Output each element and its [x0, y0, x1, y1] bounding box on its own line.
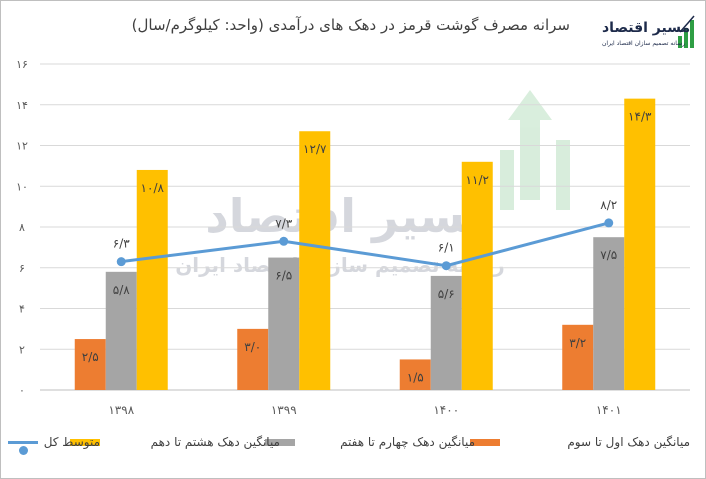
bar-value-label: ۷/۵	[600, 248, 617, 262]
data-labels: ۲/۵ ۳/۰ ۱/۵ ۳/۲ ۵/۸ ۶/۵ ۵/۶ ۷/۵ ۱۰/۸ ۱۲/۷ ۱۱/۲ ۱۴/۳…	[82, 110, 652, 385]
y-axis: ۰ ۲ ۴ ۶ ۸ ۱۰ ۱۲ ۱۴ ۱۶	[16, 58, 28, 397]
bar-low-deciles	[74, 339, 106, 390]
bar-value-label: ۲/۵	[82, 350, 99, 364]
bar-value-label: ۱۱/۲	[466, 173, 489, 187]
bar-value-label: ۱۰/۸	[141, 181, 165, 195]
legend-item-mid: میانگین دهک چهارم تا هفتم	[260, 432, 475, 452]
y-tick-label: ۶	[19, 262, 25, 275]
legend-label-high: میانگین دهک هشتم تا دهم	[150, 435, 280, 449]
y-tick-label: ۱۴	[16, 99, 28, 112]
average-value-label: ۶/۱	[438, 241, 455, 255]
y-tick-label: ۱۶	[16, 58, 28, 71]
logo-name: مسیر اقتصاد	[602, 20, 691, 36]
legend-marker-average	[19, 446, 28, 455]
bar-low-deciles	[237, 328, 269, 390]
average-line	[116, 218, 614, 271]
legend-swatch-mid	[265, 439, 295, 446]
average-value-label: ۶/۳	[113, 237, 130, 251]
legend-label-mid: میانگین دهک چهارم تا هفتم	[340, 435, 475, 449]
bars	[74, 98, 656, 391]
legend-label-low: میانگین دهک اول تا سوم	[567, 435, 690, 449]
legend-swatch-low	[470, 439, 500, 446]
average-point	[279, 236, 289, 246]
bar-value-label: ۵/۶	[438, 287, 455, 301]
watermark-text: مسیر اقتصاد	[205, 189, 495, 243]
y-tick-label: ۱۰	[16, 180, 28, 193]
chart-title: سرانه مصرف گوشت قرمز در دهک های درآمدی (…	[131, 16, 570, 34]
logo-tagline: رسانه تصمیم سازان اقتصاد ایران	[602, 40, 686, 47]
y-tick-label: ۸	[19, 221, 25, 234]
y-tick-label: ۰	[19, 384, 25, 397]
legend-item-high: میانگین دهک هشتم تا دهم	[70, 432, 280, 452]
bar-value-label: ۵/۸	[113, 283, 130, 297]
y-tick-label: ۴	[19, 303, 25, 316]
chart-plot: مسیر اقتصاد رسانه تصمیم سازان اقتصاد ایر…	[16, 58, 690, 417]
average-value-label: ۷/۳	[275, 216, 292, 230]
legend: میانگین دهک اول تا سوم میانگین دهک چهارم…	[8, 432, 690, 455]
bar-mid-deciles	[593, 237, 625, 390]
x-tick-label: ۱۴۰۰	[433, 403, 459, 417]
logo-bars-icon	[678, 15, 695, 48]
bar-low-deciles	[562, 324, 594, 390]
bar-high-deciles	[624, 98, 656, 390]
bar-low-deciles	[399, 359, 431, 390]
watermark-subtext: رسانه تصمیم سازان اقتصاد ایران	[175, 253, 505, 277]
average-point	[441, 261, 451, 271]
legend-item-average: متوسط کل	[0, 432, 100, 455]
bar-mid-deciles	[268, 257, 300, 390]
average-point	[116, 257, 126, 267]
bar-mid-deciles	[430, 275, 462, 390]
legend-swatch-high	[70, 439, 100, 446]
x-tick-label: ۱۳۹۹	[271, 403, 297, 417]
bar-value-label: ۶/۵	[275, 269, 292, 283]
bar-value-label: ۳/۰	[244, 340, 261, 354]
bar-high-deciles	[299, 131, 331, 391]
legend-item-low: میانگین دهک اول تا سوم	[470, 432, 690, 452]
brand-logo: مسیر اقتصاد رسانه تصمیم سازان اقتصاد ایر…	[600, 10, 696, 52]
x-tick-label: ۱۳۹۸	[108, 403, 134, 417]
average-series-line	[121, 221, 610, 268]
bar-value-label: ۱۴/۳	[628, 110, 652, 124]
bar-high-deciles	[461, 161, 493, 390]
x-axis: ۱۳۹۸ ۱۳۹۹ ۱۴۰۰ ۱۴۰۱	[108, 403, 621, 417]
bar-value-label: ۱۲/۷	[303, 142, 327, 156]
bar-value-label: ۳/۲	[569, 336, 586, 350]
bar-mid-deciles	[105, 271, 137, 390]
y-tick-label: ۱۲	[16, 140, 28, 153]
bar-value-label: ۱/۵	[407, 370, 424, 384]
average-value-label: ۸/۲	[600, 198, 617, 212]
y-tick-label: ۲	[19, 343, 25, 356]
x-tick-label: ۱۴۰۱	[596, 403, 622, 417]
legend-label-average: متوسط کل	[43, 435, 100, 449]
average-point	[604, 218, 614, 228]
legend-swatch-average	[8, 441, 38, 455]
bar-high-deciles	[136, 169, 168, 390]
